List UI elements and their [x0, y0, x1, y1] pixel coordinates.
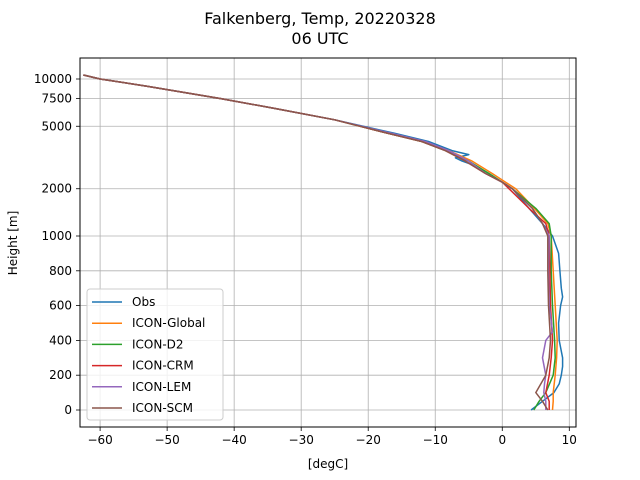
y-tick-label: 2000 — [41, 182, 72, 196]
y-tick-label: 200 — [49, 368, 72, 382]
x-tick-label: −40 — [221, 433, 246, 447]
y-tick-label: 5000 — [41, 119, 72, 133]
x-tick-label: −50 — [154, 433, 179, 447]
y-axis-label: Height [m] — [6, 211, 20, 276]
legend-item-icon-global: ICON-Global — [92, 316, 205, 330]
x-tick-label: −20 — [356, 433, 381, 447]
legend-label: ICON-D2 — [132, 337, 184, 351]
series-line-icon-scm — [83, 74, 552, 411]
legend-item-icon-scm: ICON-SCM — [92, 401, 193, 415]
y-tick-label: 800 — [49, 264, 72, 278]
series-lines — [83, 74, 564, 411]
x-tick-label: −60 — [87, 433, 112, 447]
legend-item-icon-d2: ICON-D2 — [92, 337, 184, 351]
plot-frame — [79, 57, 577, 428]
legend-item-obs: Obs — [92, 295, 155, 309]
axis-ticks: −60 −50 −40 −30 −20 −10 0 100200400600800100020… — [34, 72, 577, 447]
legend-item-icon-lem: ICON-LEM — [92, 380, 191, 394]
y-tick-label: 7500 — [41, 92, 72, 106]
legend-item-icon-crm: ICON-CRM — [92, 359, 194, 373]
y-tick-label: 0 — [64, 403, 72, 417]
x-axis-label: [degC] — [308, 457, 348, 471]
x-tick-label: −10 — [423, 433, 448, 447]
legend: Obs ICON-Global ICON-D2 ICON-CRM ICON-LEM ICO… — [86, 288, 224, 421]
chart-title-line-1: Falkenberg, Temp, 20220328 — [204, 9, 436, 28]
legend-label: ICON-LEM — [132, 380, 191, 394]
legend-label: Obs — [132, 295, 155, 309]
y-tick-label: 10000 — [34, 72, 72, 86]
legend-label: ICON-Global — [132, 316, 205, 330]
x-tick-label: 10 — [562, 433, 577, 447]
y-tick-label: 400 — [49, 333, 72, 347]
y-tick-label: 600 — [49, 299, 72, 313]
x-tick-label: 0 — [498, 433, 506, 447]
x-tick-label: −30 — [289, 433, 314, 447]
chart-title-line-2: 06 UTC — [291, 29, 348, 48]
legend-label: ICON-CRM — [132, 359, 194, 373]
y-tick-label: 1000 — [41, 229, 72, 243]
legend-label: ICON-SCM — [132, 401, 193, 415]
